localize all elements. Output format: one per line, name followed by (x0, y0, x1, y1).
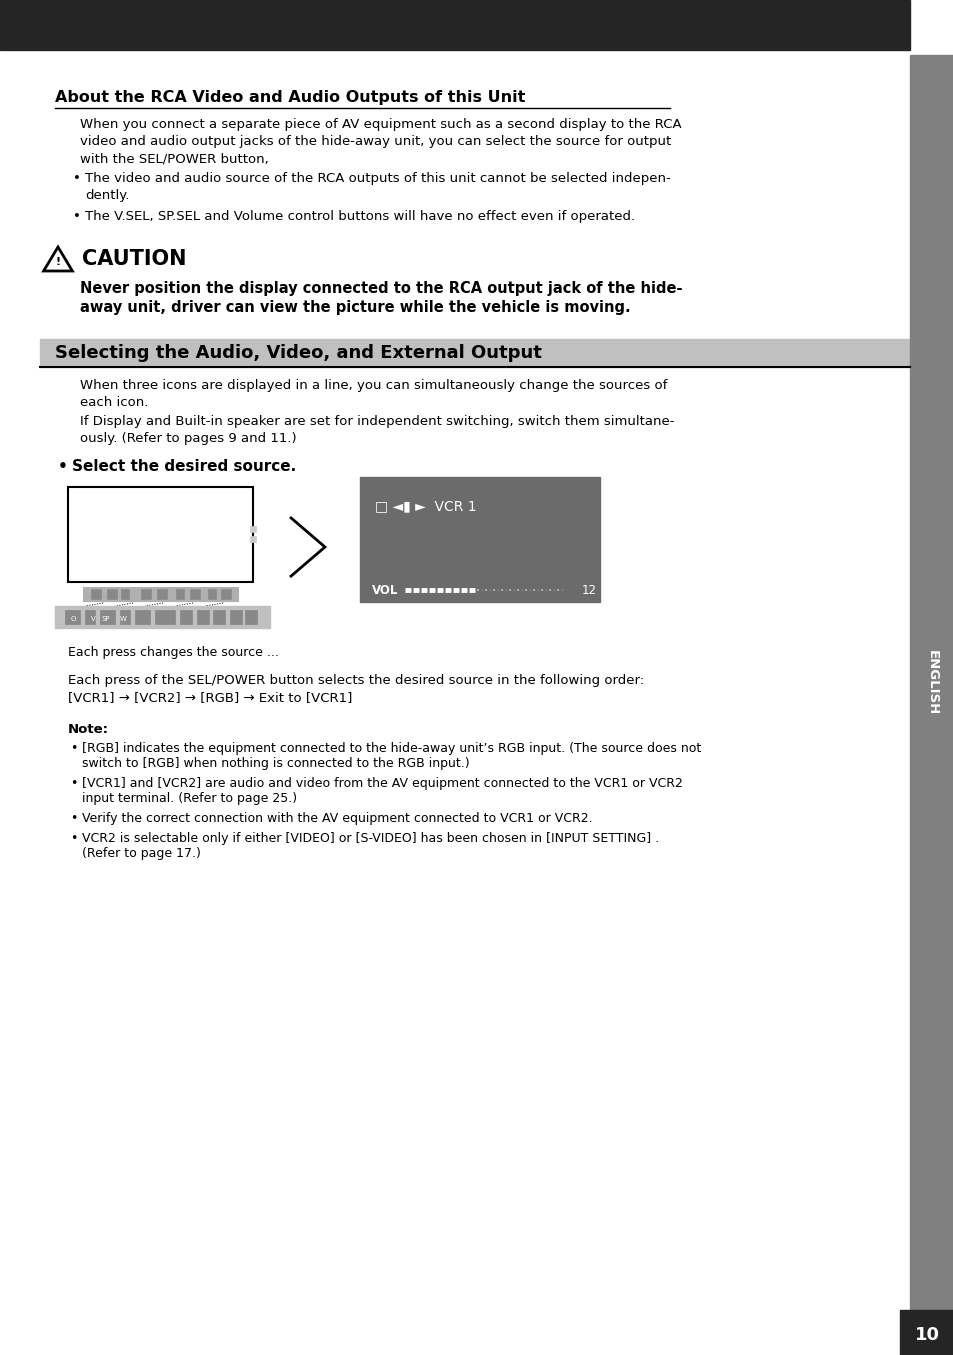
Text: •: • (73, 210, 81, 224)
Text: •: • (70, 812, 77, 825)
Text: dently.: dently. (85, 188, 130, 202)
Text: 12: 12 (581, 584, 597, 598)
Bar (250, 537, 255, 542)
Bar (196, 610, 209, 625)
Bar (221, 589, 231, 599)
Bar (0, 0, 909, 50)
Text: with the SEL/POWER button,: with the SEL/POWER button, (80, 152, 269, 165)
Bar (65, 610, 80, 625)
Text: ENGLISH: ENGLISH (924, 650, 938, 715)
Bar (141, 589, 151, 599)
Text: input terminal. (Refer to page 25.): input terminal. (Refer to page 25.) (82, 793, 296, 805)
Text: O: O (71, 617, 75, 622)
Text: ously. (Refer to pages 9 and 11.): ously. (Refer to pages 9 and 11.) (80, 432, 296, 444)
Bar (157, 589, 167, 599)
Text: Note:: Note: (68, 724, 109, 736)
Text: SP: SP (102, 617, 111, 622)
Bar (100, 610, 115, 625)
Text: 10: 10 (914, 1327, 939, 1344)
Text: About the RCA Video and Audio Outputs of this Unit: About the RCA Video and Audio Outputs of… (55, 89, 525, 104)
Bar (250, 526, 255, 533)
Text: □ ◄▮ ►  VCR 1: □ ◄▮ ► VCR 1 (375, 499, 476, 514)
Text: [VCR1] → [VCR2] → [RGB] → Exit to [VCR1]: [VCR1] → [VCR2] → [RGB] → Exit to [VCR1] (68, 691, 352, 705)
Text: When three icons are displayed in a line, you can simultaneously change the sour: When three icons are displayed in a line… (80, 379, 667, 392)
Text: Selecting the Audio, Video, and External Output: Selecting the Audio, Video, and External… (55, 344, 541, 362)
Bar (208, 589, 215, 599)
Text: VCR2 is selectable only if either [VIDEO] or [S-VIDEO] has been chosen in [INPUT: VCR2 is selectable only if either [VIDEO… (82, 832, 659, 846)
Text: CAUTION: CAUTION (82, 249, 186, 270)
Bar (91, 589, 101, 599)
Text: The V.SEL, SP.SEL and Volume control buttons will have no effect even if operate: The V.SEL, SP.SEL and Volume control but… (85, 210, 635, 224)
Text: each icon.: each icon. (80, 396, 149, 409)
Text: •: • (70, 743, 77, 755)
Bar (175, 589, 184, 599)
Bar (85, 610, 95, 625)
Text: [VCR1] and [VCR2] are audio and video from the AV equipment connected to the VCR: [VCR1] and [VCR2] are audio and video fr… (82, 776, 682, 790)
Bar (120, 610, 130, 625)
Bar (213, 610, 225, 625)
Bar (135, 610, 150, 625)
Text: Each press changes the source ...: Each press changes the source ... (68, 646, 278, 659)
Text: (Refer to page 17.): (Refer to page 17.) (82, 847, 201, 860)
Bar (78, 504, 243, 575)
Text: When you connect a separate piece of AV equipment such as a second display to th: When you connect a separate piece of AV … (80, 118, 680, 131)
Bar (154, 610, 174, 625)
Text: •: • (58, 459, 68, 474)
Text: VOL: VOL (372, 584, 398, 598)
Bar (230, 610, 242, 625)
Bar (909, 56, 953, 1310)
Text: •: • (70, 776, 77, 790)
Bar (121, 589, 129, 599)
Text: switch to [RGB] when nothing is connected to the RGB input.): switch to [RGB] when nothing is connecte… (82, 757, 469, 770)
Text: [RGB] indicates the equipment connected to the hide-away unit’s RGB input. (The : [RGB] indicates the equipment connected … (82, 743, 700, 755)
Bar (55, 606, 270, 627)
Bar (180, 610, 192, 625)
Text: Select the desired source.: Select the desired source. (71, 459, 296, 474)
Bar (68, 486, 253, 583)
Bar (359, 477, 599, 602)
Text: W: W (119, 617, 127, 622)
Bar (190, 589, 200, 599)
Text: V: V (91, 617, 95, 622)
Text: Verify the correct connection with the AV equipment connected to VCR1 or VCR2.: Verify the correct connection with the A… (82, 812, 592, 825)
Text: •: • (70, 832, 77, 846)
Text: Each press of the SEL/POWER button selects the desired source in the following o: Each press of the SEL/POWER button selec… (68, 673, 643, 687)
Text: •: • (73, 172, 81, 186)
Bar (83, 587, 237, 602)
Text: The video and audio source of the RCA outputs of this unit cannot be selected in: The video and audio source of the RCA ou… (85, 172, 670, 186)
Text: If Display and Built-in speaker are set for independent switching, switch them s: If Display and Built-in speaker are set … (80, 415, 674, 428)
Text: away unit, driver can view the picture while the vehicle is moving.: away unit, driver can view the picture w… (80, 299, 630, 314)
Text: Never position the display connected to the RCA output jack of the hide-: Never position the display connected to … (80, 280, 681, 295)
Bar (107, 589, 117, 599)
Text: !: ! (55, 257, 60, 267)
Bar (245, 610, 256, 625)
Text: video and audio output jacks of the hide-away unit, you can select the source fo: video and audio output jacks of the hide… (80, 136, 671, 148)
Bar (899, 1310, 953, 1355)
Bar (40, 339, 909, 367)
